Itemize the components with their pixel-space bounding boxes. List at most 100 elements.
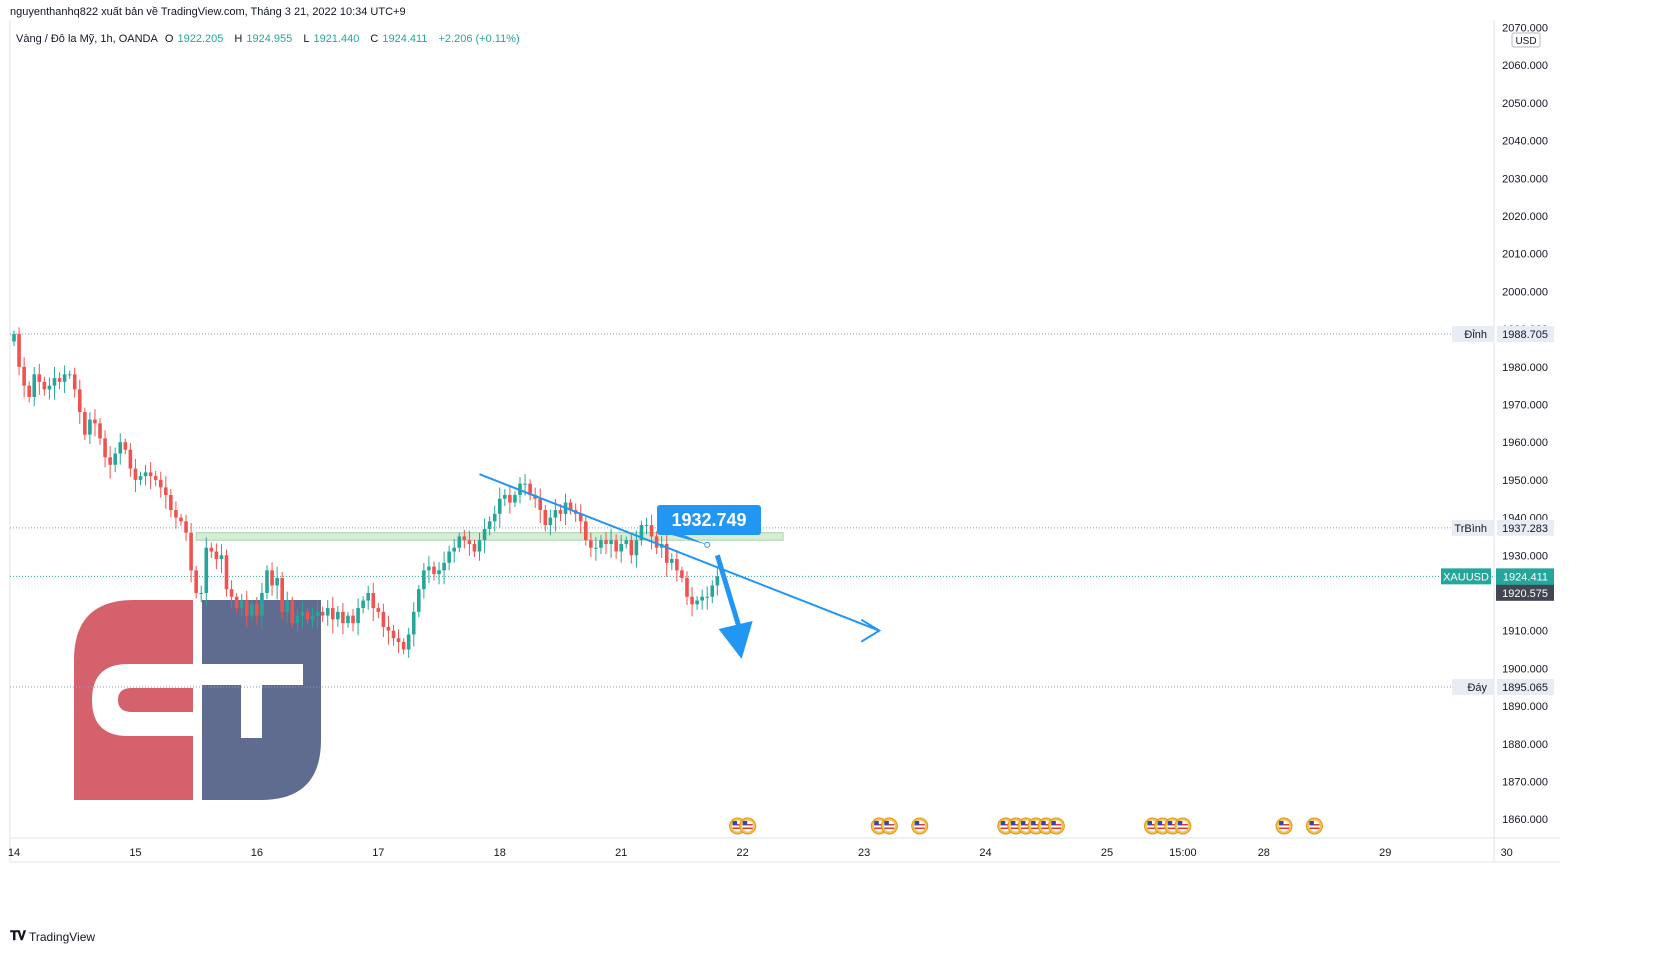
candle-body [250,604,254,616]
x-tick-label: 21 [615,847,627,859]
candle-body [675,559,679,571]
event-flag-canton [1051,821,1056,825]
event-flag-stripe [1147,827,1158,829]
price-line-tag [1452,678,1494,695]
trendline-arrowhead [860,618,882,643]
open-label: O [164,33,174,45]
candle-body [690,596,694,605]
candle-body [644,525,649,527]
x-tick-label: 23 [858,847,870,859]
price-line-name: Đỉnh [1464,329,1487,341]
candle-body [589,540,593,548]
event-flag-stripe [1041,827,1052,829]
candle-body [22,366,26,386]
candle-body [52,378,57,386]
candle-body [396,638,401,642]
x-tick-label: 17 [372,847,384,859]
logo-c-cutout [92,664,193,736]
event-flag-stripe [732,827,743,829]
candle-body [664,543,669,563]
x-tick-label: 29 [1379,847,1391,859]
candle-body [609,540,613,544]
event-flag-stripe [1157,827,1168,829]
candle-body [123,442,128,450]
y-tick-label: 1910.000 [1502,626,1548,638]
candle-body [472,543,477,552]
publisher-line: nguyenthanhq822 xuất bản về TradingView.… [10,6,406,18]
price-line-name: TrBình [1454,523,1487,535]
candle-body [528,483,532,495]
candle-body [244,600,249,616]
symbol-label: Vàng / Đô la Mỹ, 1h, OANDA [16,33,158,45]
candle-body [275,577,279,586]
y-tick-label: 1880.000 [1502,739,1548,751]
event-flag-canton [1010,821,1016,825]
tradingview-brand: 𝐓𝐕 TradingView [10,929,95,944]
event-flag-stripe [1177,824,1188,826]
price-line-value-tag [1497,678,1554,695]
candle-body [680,570,684,578]
candle-body [381,611,386,627]
event-flag-stripe [1279,827,1290,829]
y-tick-label: 1900.000 [1502,663,1548,675]
logo-c-shape [74,600,193,800]
event-flag-canton [1041,821,1046,825]
candle-body [457,536,462,548]
candle-body [239,600,244,609]
close-value: 1924.411 [382,33,428,45]
candle-body [452,547,457,552]
candle-body [310,615,315,620]
price-line-value: 1895.065 [1502,682,1548,694]
candle-body [194,570,198,593]
event-flag-stripe [1000,827,1011,829]
x-tick-label: 28 [1258,847,1270,859]
candle-body [260,592,264,616]
candle-body [523,483,527,485]
candle-body [477,540,482,552]
extra-price-value: 1920.575 [1502,588,1548,600]
candle-body [285,600,290,612]
event-flag-stripe [1021,824,1031,826]
candle-body [179,517,183,522]
candle-body [346,615,350,624]
candle-body [422,570,426,590]
candle-body [138,476,143,480]
candle-body [351,615,355,624]
event-flag-stripe [742,824,753,826]
candle-body [133,468,138,480]
candle-body [406,634,411,650]
candle-body [619,543,623,552]
candle-body [280,577,284,612]
candle-body [538,498,543,511]
event-flag-canton [1177,821,1183,825]
candle-body [513,494,517,503]
close-label: C [370,33,379,45]
candle-body [361,600,365,609]
event-flag-canton [914,821,920,825]
y-tick-label: 1970.000 [1502,399,1548,411]
candle-body [624,540,629,544]
candle-body [12,333,16,342]
candle-body [492,513,497,522]
event-flag-stripe [742,827,753,829]
event-flag-stripe [1021,827,1031,829]
x-tick-label: 15 [129,847,141,859]
candle-body [204,547,209,593]
candle-body [583,521,588,541]
candle-body [174,510,178,518]
event-flag-canton [1021,821,1026,825]
candle-body [578,513,583,522]
event-flag-stripe [1167,824,1178,826]
callout-label: 1932.749 [671,510,746,530]
y-tick-label: 1930.000 [1502,550,1548,562]
candle-body [568,502,573,511]
y-tick-label: 1960.000 [1502,437,1548,449]
currency-badge [1511,32,1541,48]
y-tick-label: 2050.000 [1502,98,1548,110]
event-flag-stripe [1167,827,1178,829]
event-flag-stripe [914,827,925,829]
candle-body [503,494,507,499]
change-value: +2.206 (+0.11%) [438,33,520,45]
candle-body [83,412,87,435]
